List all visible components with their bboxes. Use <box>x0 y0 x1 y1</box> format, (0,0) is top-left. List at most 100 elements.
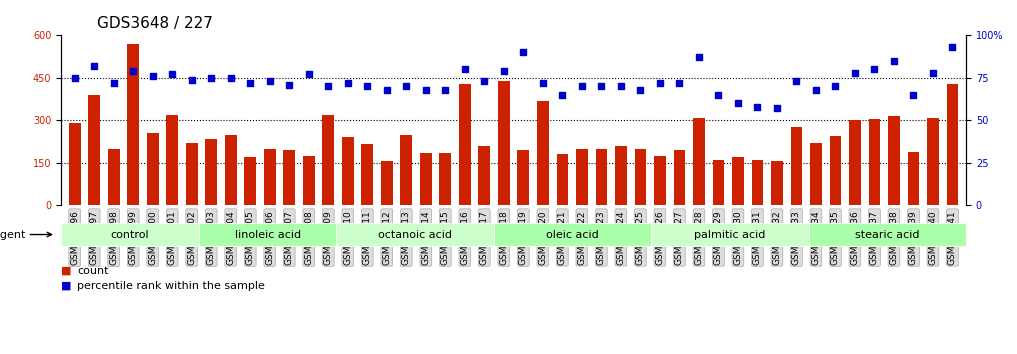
Bar <box>752 160 764 205</box>
Point <box>554 92 571 98</box>
Bar <box>322 115 335 205</box>
Bar <box>771 161 783 205</box>
Point <box>593 84 609 89</box>
Point <box>671 80 687 86</box>
Point <box>457 67 473 72</box>
Text: percentile rank within the sample: percentile rank within the sample <box>77 281 265 291</box>
Bar <box>108 149 120 205</box>
Point <box>261 79 278 84</box>
Point <box>886 58 902 64</box>
Text: ■: ■ <box>61 266 71 276</box>
Bar <box>498 81 510 205</box>
Bar <box>928 118 939 205</box>
Point <box>144 73 161 79</box>
Point <box>106 80 122 86</box>
Point <box>788 79 804 84</box>
Point <box>86 63 103 69</box>
Point <box>418 87 434 93</box>
Bar <box>576 149 588 205</box>
Point <box>827 84 843 89</box>
Bar <box>284 150 295 205</box>
Text: octanoic acid: octanoic acid <box>378 229 453 240</box>
Bar <box>635 149 646 205</box>
Point <box>945 45 961 50</box>
Bar <box>713 160 724 205</box>
Bar <box>439 153 452 205</box>
Bar <box>537 101 549 205</box>
Bar <box>888 116 900 205</box>
Bar <box>88 95 100 205</box>
Bar <box>303 156 314 205</box>
Point <box>378 87 395 93</box>
Point <box>750 104 766 110</box>
Bar <box>849 120 860 205</box>
Point <box>691 55 707 60</box>
Text: control: control <box>111 229 149 240</box>
Point <box>476 79 492 84</box>
Bar <box>947 84 958 205</box>
Point <box>710 92 726 98</box>
Bar <box>518 150 529 205</box>
Text: count: count <box>77 266 109 276</box>
Bar <box>244 157 256 205</box>
Bar <box>342 137 354 205</box>
Bar <box>127 44 139 205</box>
Text: oleic acid: oleic acid <box>546 229 599 240</box>
Point <box>866 67 883 72</box>
Bar <box>673 150 685 205</box>
Point <box>164 72 180 77</box>
Bar <box>420 153 431 205</box>
Bar <box>459 84 471 205</box>
Bar <box>693 118 705 205</box>
Text: linoleic acid: linoleic acid <box>235 229 301 240</box>
Bar <box>146 133 159 205</box>
Point <box>125 68 141 74</box>
Point <box>437 87 454 93</box>
Text: GDS3648 / 227: GDS3648 / 227 <box>98 16 214 31</box>
Point <box>769 105 785 111</box>
Point <box>516 50 532 55</box>
Bar <box>69 123 80 205</box>
Point <box>535 80 551 86</box>
Point <box>399 84 415 89</box>
Point <box>281 82 297 87</box>
Point <box>924 70 941 76</box>
Bar <box>478 146 490 205</box>
Bar <box>811 143 822 205</box>
Point <box>320 84 337 89</box>
Bar <box>186 143 197 205</box>
Bar <box>907 152 919 205</box>
Bar <box>401 135 412 205</box>
Point <box>184 77 200 82</box>
Bar <box>556 154 569 205</box>
Bar <box>205 139 217 205</box>
Text: stearic acid: stearic acid <box>855 229 919 240</box>
Bar <box>869 119 881 205</box>
Bar <box>615 146 626 205</box>
Bar <box>361 144 373 205</box>
Bar <box>596 149 607 205</box>
Bar <box>732 157 743 205</box>
Point <box>301 72 317 77</box>
Text: agent: agent <box>0 229 25 240</box>
Point <box>652 80 668 86</box>
Point <box>223 75 239 81</box>
Point <box>633 87 649 93</box>
Point <box>730 101 746 106</box>
Bar <box>225 135 237 205</box>
Point <box>612 84 629 89</box>
Point <box>574 84 590 89</box>
Bar <box>830 136 841 205</box>
Point <box>359 84 375 89</box>
Bar <box>263 149 276 205</box>
Text: palmitic acid: palmitic acid <box>695 229 766 240</box>
Point <box>340 80 356 86</box>
Point <box>905 92 921 98</box>
Point <box>495 68 512 74</box>
Bar <box>790 127 802 205</box>
Point <box>847 70 863 76</box>
Point <box>203 75 220 81</box>
Text: ■: ■ <box>61 281 71 291</box>
Point <box>242 80 258 86</box>
Bar <box>654 156 666 205</box>
